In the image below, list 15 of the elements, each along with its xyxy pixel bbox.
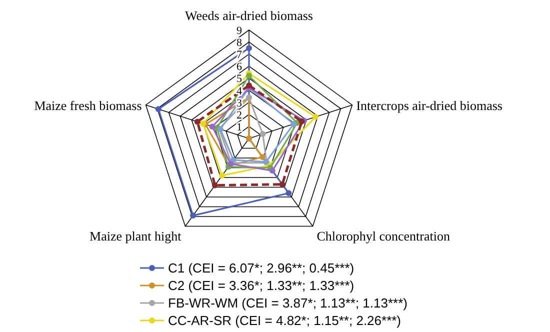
y-tick-label: 1 [236,121,242,134]
y-tick-label: 9 [236,25,242,37]
spoke-label: Maize plant hight [90,228,182,244]
y-tick-label: 6 [236,61,242,74]
spoke-label: Weeds air-dried biomass [185,8,313,23]
spoke-label: Chlorophyl concentration [316,228,450,244]
legend-label: FB-WR-WM (CEI = 3.87*; 1.13**; 1.13***) [168,296,408,310]
legend-label: C1 (CEI = 6.07*; 2.96**; 0.45***) [168,260,354,276]
legend-label: C2 (CEI = 3.36*; 1.33**; 1.33***) [168,278,354,293]
spoke-label: Maize fresh biomass [34,98,142,113]
y-tick-label: 8 [236,37,242,50]
y-tick-label: 2 [236,109,242,122]
legend-label: CC-AR-SR (CEI = 4.82*; 1.15**; 2.26***) [168,313,402,328]
spoke-label: Intercrops air-dried biomass [356,98,502,113]
y-tick-label: 5 [236,73,242,86]
